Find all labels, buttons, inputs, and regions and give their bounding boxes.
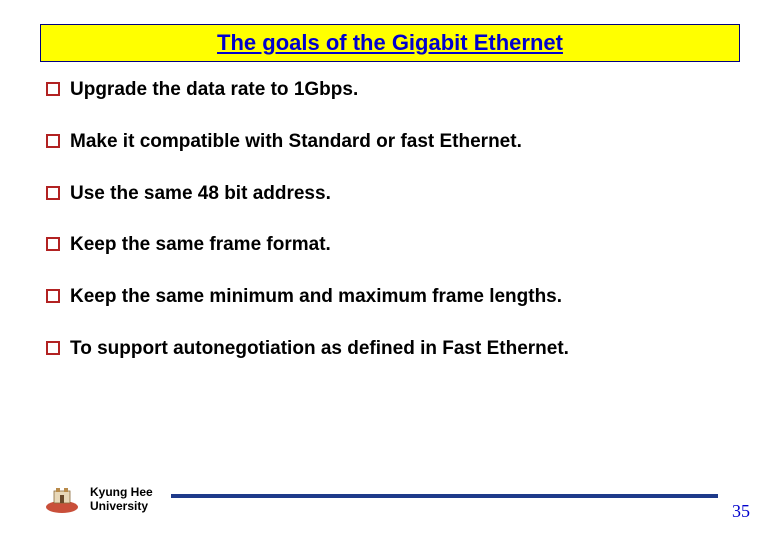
bullet-text: Keep the same minimum and maximum frame … (70, 285, 562, 309)
content-area: Upgrade the data rate to 1Gbps. Make it … (46, 78, 740, 389)
bullet-icon (46, 341, 60, 355)
footer-divider (171, 494, 718, 498)
slide-title: The goals of the Gigabit Ethernet (217, 30, 563, 56)
list-item: Upgrade the data rate to 1Gbps. (46, 78, 740, 102)
bullet-text: To support autonegotiation as defined in… (70, 337, 569, 361)
bullet-icon (46, 186, 60, 200)
list-item: Keep the same minimum and maximum frame … (46, 285, 740, 309)
page-number: 35 (732, 501, 750, 522)
bullet-text: Upgrade the data rate to 1Gbps. (70, 78, 358, 102)
bullet-text: Make it compatible with Standard or fast… (70, 130, 522, 154)
bullet-icon (46, 134, 60, 148)
slide: The goals of the Gigabit Ethernet Upgrad… (0, 0, 780, 540)
university-line2: University (90, 500, 153, 514)
title-bar: The goals of the Gigabit Ethernet (40, 24, 740, 62)
university-logo-icon (44, 485, 80, 515)
bullet-icon (46, 82, 60, 96)
list-item: To support autonegotiation as defined in… (46, 337, 740, 361)
list-item: Use the same 48 bit address. (46, 182, 740, 206)
list-item: Keep the same frame format. (46, 233, 740, 257)
bullet-icon (46, 289, 60, 303)
university-line1: Kyung Hee (90, 486, 153, 500)
footer: Kyung Hee University 35 (44, 478, 750, 522)
list-item: Make it compatible with Standard or fast… (46, 130, 740, 154)
bullet-icon (46, 237, 60, 251)
bullet-text: Use the same 48 bit address. (70, 182, 331, 206)
university-name: Kyung Hee University (90, 486, 153, 514)
bullet-text: Keep the same frame format. (70, 233, 331, 257)
